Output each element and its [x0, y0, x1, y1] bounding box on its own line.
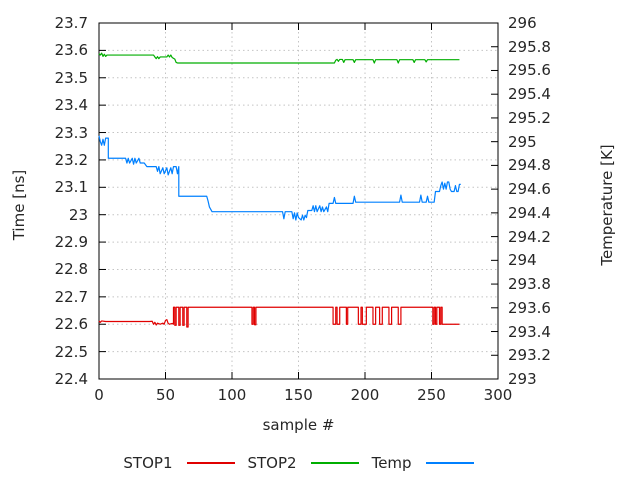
y-axis-tick-label: 23.3	[54, 123, 88, 142]
legend-label-stop2: STOP2	[247, 454, 297, 472]
x-axis-tick-label: 100	[217, 386, 247, 404]
y-axis-tick-label: 23.1	[54, 178, 88, 197]
y2-axis-title: Temperature [K]	[598, 144, 616, 266]
stop2-line-swatch	[310, 462, 359, 464]
x-axis-tick-label: 250	[417, 386, 446, 404]
series-temp-line	[98, 135, 461, 221]
legend: STOP1 STOP2 Temp	[99, 454, 498, 472]
y2-axis-tick-label: 293.6	[508, 298, 551, 317]
y-axis-tick-label: 23	[68, 205, 88, 224]
y2-axis-tick-label: 295.2	[508, 108, 551, 127]
legend-item-temp: Temp	[372, 454, 474, 472]
y-axis-tick-label: 22.4	[54, 370, 88, 388]
y2-axis-tick-label: 294.6	[508, 180, 551, 199]
y2-axis-tick-label: 294.8	[508, 156, 551, 175]
y2-axis-tick-label: 294.4	[508, 203, 551, 222]
y2-axis-tick-label: 293	[508, 370, 537, 388]
y2-axis-tick-label: 294.2	[508, 227, 551, 246]
y-axis-tick-label: 22.6	[54, 315, 88, 334]
y-axis-tick-label: 22.7	[54, 287, 88, 306]
y-axis-title: Time [ns]	[10, 169, 28, 241]
x-axis-tick-label: 0	[94, 386, 104, 404]
series-stop1-line	[98, 306, 460, 328]
y2-axis-tick-label: 295.6	[508, 61, 551, 80]
y-axis-tick-label: 23.2	[54, 150, 88, 169]
y2-axis-tick-label: 293.8	[508, 275, 551, 294]
x-axis-tick-label: 300	[483, 386, 513, 404]
x-axis-tick-label: 150	[284, 386, 313, 404]
y-axis-tick-label: 22.9	[54, 233, 88, 252]
y-axis-tick-label: 22.5	[54, 342, 88, 361]
y-axis-tick-label: 23.7	[54, 14, 88, 32]
y-axis-tick-label: 23.6	[54, 41, 88, 60]
y-axis-tick-label: 22.8	[54, 260, 88, 279]
temp-line-swatch	[425, 462, 474, 464]
legend-item-stop1: STOP1	[123, 454, 235, 472]
legend-item-stop2: STOP2	[248, 454, 359, 472]
y2-axis-tick-label: 296	[508, 14, 537, 32]
series-stop2-line	[98, 52, 460, 64]
y2-axis-tick-label: 294	[508, 251, 537, 270]
x-axis-tick-label: 200	[350, 386, 380, 404]
y2-axis-tick-label: 295	[508, 132, 537, 151]
x-axis-tick-label: 50	[155, 386, 176, 404]
legend-label-temp: Temp	[371, 454, 412, 472]
stop1-line-swatch	[186, 462, 235, 464]
y2-axis-tick-label: 293.2	[508, 346, 551, 365]
y-axis-tick-label: 23.4	[54, 96, 88, 115]
x-axis-title: sample #	[262, 416, 335, 434]
y2-axis-tick-label: 295.8	[508, 37, 551, 56]
legend-label-stop1: STOP1	[123, 454, 173, 472]
y2-axis-tick-label: 295.4	[508, 85, 551, 104]
y-axis-tick-label: 23.5	[54, 68, 88, 87]
y2-axis-tick-label: 293.4	[508, 322, 551, 341]
